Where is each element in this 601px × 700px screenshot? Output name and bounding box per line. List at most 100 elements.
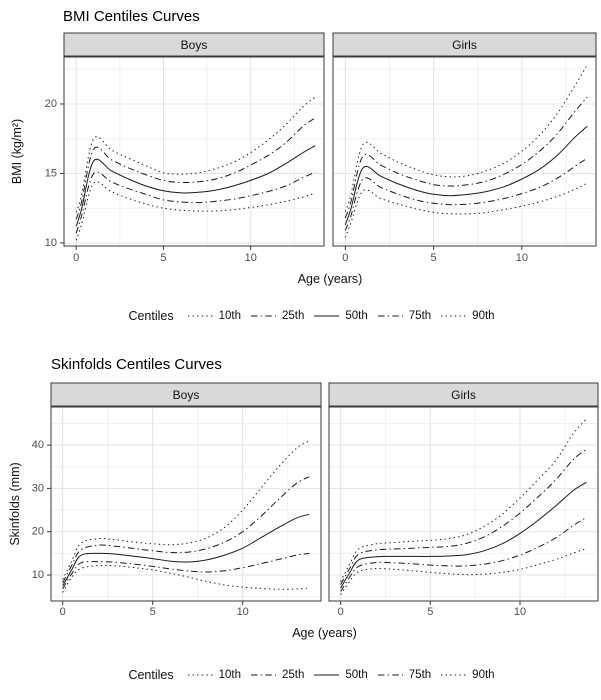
skinfolds-chart-title: Skinfolds Centiles Curves (51, 356, 222, 373)
panel-border (63, 56, 325, 247)
legend-key-dotdash-line (251, 315, 276, 317)
x-tick-label: 10 (516, 252, 528, 264)
x-tick-label: 5 (160, 252, 166, 264)
skinfolds-facet-plot: Boys 0 5 10 10 20 30 40 Girls 0 5 10 Age (years) Skin… (8, 382, 599, 640)
facet-label: Boys (181, 38, 208, 52)
x-tick-label: 0 (338, 606, 344, 618)
centile-curve-25th (75, 171, 316, 234)
legend-item-10th: 10th (187, 310, 241, 322)
panel-background (333, 57, 596, 246)
centile-curve-25th (62, 552, 310, 590)
y-tick-label: 15 (45, 167, 57, 179)
legend-key-dotted-line (187, 315, 213, 317)
y-tick-label: 10 (45, 237, 57, 249)
centile-curve-10th (75, 181, 316, 241)
facet-strip (50, 382, 322, 407)
legend-key-solid-line (314, 674, 340, 676)
panel-background (64, 57, 324, 246)
y-axis-title: Skinfolds (mm) (8, 462, 22, 545)
centile-curve-25th (344, 157, 588, 231)
y-tick-label: 40 (32, 439, 44, 451)
centile-curve-75th (62, 476, 310, 584)
centile-curve-75th (344, 96, 588, 219)
panel-background (329, 407, 598, 601)
centiles-legend: Centiles 10th 25th 50th 75th 90th (0, 662, 601, 688)
legend-items: 10th 25th 50th 75th 90th (187, 310, 495, 322)
legend-key-dotdash-line (377, 315, 403, 317)
x-axis-title: Age (years) (298, 272, 363, 286)
facet-label: Girls (451, 388, 476, 402)
legend-item-25th: 25th (250, 669, 304, 681)
centile-curve-50th (62, 513, 310, 587)
x-tick-label: 0 (60, 606, 66, 618)
centiles-legend: Centiles 10th 25th 50th 75th 90th (0, 303, 601, 329)
centile-curve-50th (75, 145, 316, 227)
legend-item-label: 90th (472, 310, 495, 322)
x-tick-label: 0 (342, 252, 348, 264)
legend-item-90th: 90th (440, 669, 495, 681)
facet-strip (63, 32, 325, 57)
centile-curve-90th (75, 96, 316, 213)
legend-item-25th: 25th (250, 310, 304, 322)
legend-item-50th: 50th (313, 669, 368, 681)
legend-item-label: 75th (408, 310, 432, 322)
legend-key-solid-line (314, 315, 340, 317)
x-axis-title: Age (years) (292, 626, 357, 640)
legend-key-dotted-line (441, 674, 467, 676)
centile-curve-50th (344, 125, 588, 226)
bmi-centiles-figure: BMI Centiles Curves Boys 0 5 10 10 15 20 Girls 0… (0, 8, 601, 329)
bmi-facet-plot: Boys 0 5 10 10 15 20 Girls 0 5 10 Age (years) BMI (k… (10, 32, 597, 286)
panel-border (328, 406, 599, 602)
x-tick-label: 5 (427, 606, 433, 618)
y-tick-label: 20 (45, 98, 57, 110)
y-tick-label: 20 (32, 526, 44, 538)
x-tick-label: 10 (237, 606, 249, 618)
legend-item-label: 90th (472, 669, 495, 681)
y-tick-label: 10 (32, 569, 44, 581)
legend-item-label: 25th (282, 310, 305, 322)
x-tick-label: 10 (514, 606, 526, 618)
legend-key-dotted-line (187, 674, 213, 676)
x-tick-label: 5 (150, 606, 156, 618)
skinfolds-centiles-figure: Skinfolds Centiles Curves Boys 0 5 10 10 20 30… (0, 352, 601, 700)
bmi-chart-title: BMI Centiles Curves (63, 8, 200, 25)
centile-curve-50th (340, 481, 587, 589)
legend-title: Centiles (128, 309, 174, 323)
legend-item-50th: 50th (313, 310, 368, 322)
legend-item-label: 25th (282, 669, 305, 681)
legend-item-label: 10th (218, 310, 241, 322)
legend-item-10th: 10th (187, 669, 241, 681)
legend-item-label: 75th (408, 669, 432, 681)
facet-label: Girls (452, 38, 477, 52)
legend-items: 10th 25th 50th 75th 90th (187, 669, 495, 681)
centile-curve-90th (340, 418, 587, 582)
panel-border (332, 56, 597, 247)
legend-item-75th: 75th (377, 310, 431, 322)
centile-curve-25th (340, 516, 587, 592)
legend-key-dotted-line (441, 315, 467, 317)
y-tick-label: 30 (32, 482, 44, 494)
facet-label: Boys (173, 388, 200, 402)
centile-curve-10th (340, 548, 587, 595)
panel-border (50, 406, 322, 602)
legend-item-label: 50th (345, 310, 368, 322)
x-tick-label: 0 (73, 252, 79, 264)
legend-item-90th: 90th (440, 310, 495, 322)
legend-item-label: 50th (345, 669, 368, 681)
centile-curve-75th (340, 449, 587, 585)
centile-curve-75th (75, 117, 316, 220)
y-axis-title: BMI (kg/m²) (10, 119, 24, 184)
x-tick-label: 10 (245, 252, 257, 264)
legend-item-75th: 75th (377, 669, 431, 681)
legend-item-label: 10th (218, 669, 241, 681)
facet-strip (328, 382, 599, 407)
panel-background (51, 407, 321, 601)
centile-curve-90th (344, 64, 588, 212)
centile-curve-10th (62, 564, 310, 593)
x-tick-label: 5 (431, 252, 437, 264)
legend-key-dotdash-line (377, 674, 403, 676)
facet-strip (332, 32, 597, 57)
legend-title: Centiles (128, 668, 174, 682)
legend-key-dotdash-line (251, 674, 276, 676)
